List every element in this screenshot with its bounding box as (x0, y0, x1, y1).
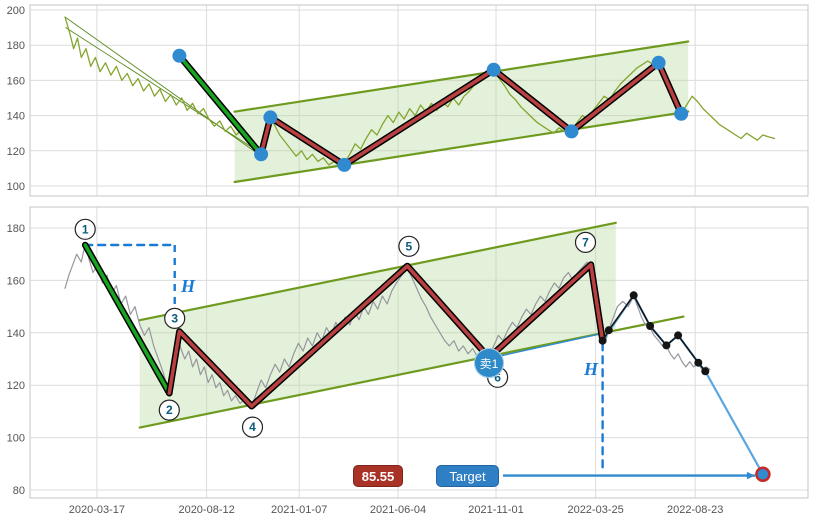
svg-text:3: 3 (171, 311, 178, 325)
target-button[interactable]: Target (436, 465, 499, 487)
svg-text:2020-03-17: 2020-03-17 (69, 504, 125, 516)
measured-height-label-lower: H (584, 359, 599, 379)
svg-text:2021-06-04: 2021-06-04 (370, 504, 426, 516)
svg-text:2021-01-07: 2021-01-07 (271, 504, 327, 516)
svg-text:180: 180 (7, 40, 25, 52)
measured-height-label-upper: H (181, 276, 196, 296)
svg-text:160: 160 (7, 75, 25, 87)
svg-text:200: 200 (7, 5, 25, 17)
svg-text:2021-11-01: 2021-11-01 (468, 504, 523, 516)
svg-text:80: 80 (13, 485, 25, 497)
target-price-badge: 85.55 (353, 465, 403, 487)
svg-text:7: 7 (582, 235, 589, 249)
svg-text:120: 120 (7, 380, 25, 392)
svg-text:1: 1 (82, 222, 89, 236)
svg-text:140: 140 (7, 111, 25, 123)
bottom-panel-canvas: 180 160 140 120 100 80 2020-03-17 2020-08-12 202… (7, 206, 809, 516)
svg-text:120: 120 (7, 146, 25, 158)
sell-signal-marker[interactable]: 卖1 (474, 348, 504, 378)
svg-text:140: 140 (7, 328, 25, 340)
svg-text:2022-03-25: 2022-03-25 (567, 504, 623, 516)
svg-text:2020-08-12: 2020-08-12 (178, 504, 234, 516)
svg-text:6: 6 (494, 370, 501, 384)
svg-text:160: 160 (7, 275, 25, 287)
top-panel-canvas: 200 180 160 140 120 100 (7, 4, 809, 197)
svg-text:2022-08-23: 2022-08-23 (667, 504, 723, 516)
svg-text:180: 180 (7, 223, 25, 235)
price-chart-bottom-panel[interactable]: 180 160 140 120 100 80 2020-03-17 2020-08-12 202… (0, 204, 819, 522)
svg-text:2: 2 (166, 403, 173, 417)
svg-text:100: 100 (7, 181, 25, 193)
svg-text:5: 5 (406, 239, 413, 253)
svg-text:4: 4 (249, 420, 256, 434)
svg-text:100: 100 (7, 433, 25, 445)
price-chart-top-panel[interactable]: 200 180 160 140 120 100 (0, 0, 819, 204)
